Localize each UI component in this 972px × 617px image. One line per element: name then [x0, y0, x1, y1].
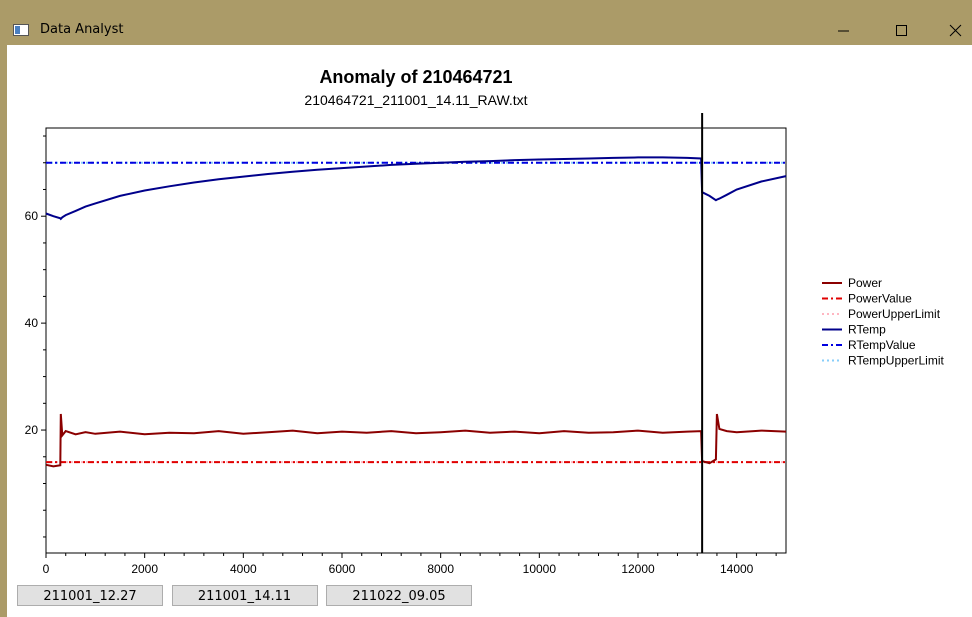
x-tick-label: 8000	[427, 562, 454, 575]
title-bar: Data Analyst	[0, 0, 972, 45]
y-tick-label: 40	[25, 316, 39, 330]
legend-label: RTempValue	[848, 338, 916, 352]
window-title: Data Analyst	[40, 22, 124, 37]
chart: Anomaly of 210464721 210464721_211001_14…	[25, 67, 945, 575]
x-tick-label: 2000	[131, 562, 158, 575]
y-tick-label: 60	[25, 209, 39, 223]
file-button[interactable]: 211022_09.05	[326, 585, 472, 606]
series-line	[45, 156, 787, 221]
legend-label: PowerUpperLimit	[848, 307, 941, 321]
x-tick-label: 4000	[230, 562, 257, 575]
app-icon	[13, 24, 29, 36]
y-tick-label: 20	[25, 423, 39, 437]
plot-area	[45, 127, 787, 554]
file-button[interactable]: 211001_14.11	[171, 585, 318, 606]
x-tick-label: 6000	[329, 562, 356, 575]
chart-title: Anomaly of 210464721	[319, 67, 512, 87]
file-button[interactable]: 211001_12.27	[17, 585, 163, 606]
legend-label: Power	[848, 276, 882, 290]
x-tick-label: 10000	[523, 562, 557, 575]
legend-label: RTempUpperLimit	[848, 354, 944, 368]
maximize[interactable]	[896, 25, 907, 36]
x-tick-label: 14000	[720, 562, 754, 575]
window-controls[interactable]	[830, 20, 972, 40]
window-border	[0, 45, 7, 617]
x-tick-label: 0	[43, 562, 50, 575]
x-tick-label: 12000	[621, 562, 655, 575]
series-line	[45, 413, 787, 468]
close[interactable]	[949, 24, 962, 37]
legend-label: RTemp	[848, 323, 886, 337]
chart-subtitle: 210464721_211001_14.11_RAW.txt	[304, 92, 527, 108]
legend-label: PowerValue	[848, 292, 912, 306]
